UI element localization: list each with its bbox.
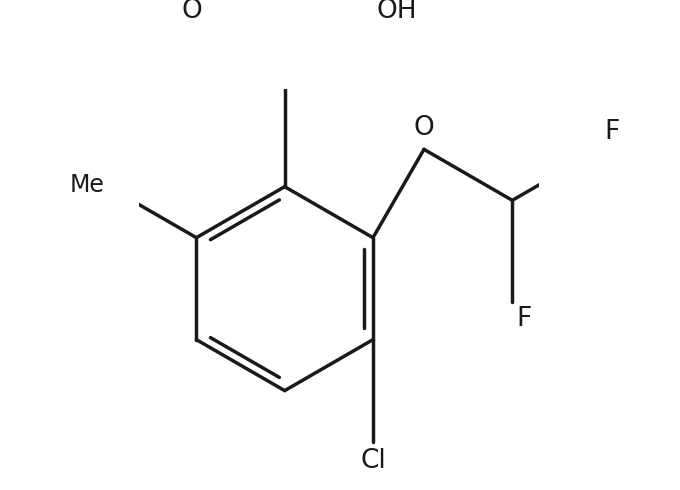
Text: Cl: Cl — [360, 448, 386, 474]
Text: O: O — [182, 0, 203, 24]
Text: O: O — [413, 115, 435, 141]
Text: F: F — [605, 120, 620, 146]
Text: OH: OH — [377, 0, 418, 24]
Text: Me: Me — [69, 172, 104, 196]
Text: F: F — [516, 306, 532, 332]
